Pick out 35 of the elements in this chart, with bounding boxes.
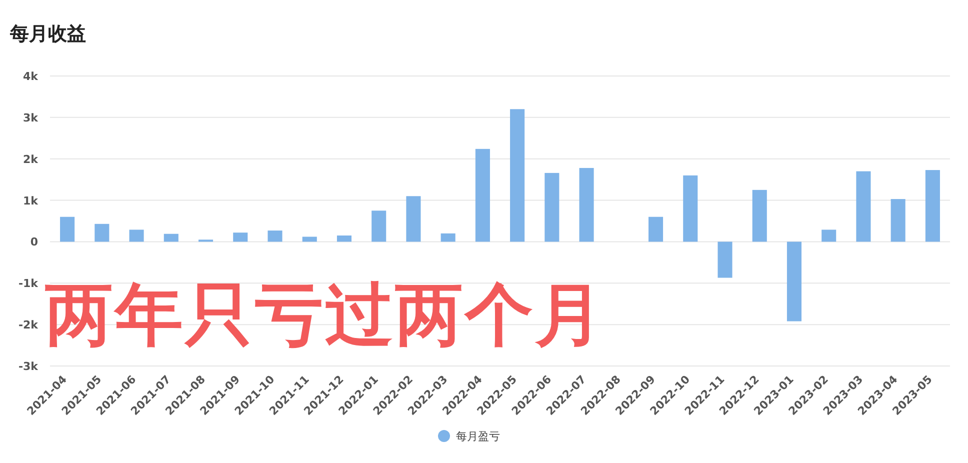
bar [752,190,767,242]
bar [336,236,352,242]
bar [164,234,178,242]
chart-title: 每月收益 [9,23,86,45]
bar [60,216,75,242]
bar [925,170,940,242]
bar [786,242,802,322]
annotation: 两年只亏过两个月 [44,276,605,355]
y-tick-label: 4k [23,70,39,83]
bar [302,236,317,242]
bar [372,210,386,242]
y-tick-label: 3k [23,111,39,124]
bar [856,171,871,242]
y-tick-label: 1k [23,194,39,208]
bar [406,196,421,242]
bar [440,233,456,242]
bar [129,230,144,242]
bar [718,242,732,278]
bar [648,216,664,242]
y-tick-label: -3k [18,360,39,373]
bar [94,224,110,242]
bar [510,109,525,242]
bar [822,230,836,242]
bar [475,148,490,242]
y-tick-label: 0 [30,236,38,249]
legend-label: 每月盈亏 [456,430,500,443]
bar [233,232,248,242]
bar [579,168,594,242]
y-tick-label: -1k [18,277,39,290]
y-tick-label: -2k [18,318,39,332]
bar [268,230,282,242]
bar [544,172,560,242]
y-tick-label: 2k [23,152,39,166]
bar [890,199,906,242]
bar [683,175,698,242]
